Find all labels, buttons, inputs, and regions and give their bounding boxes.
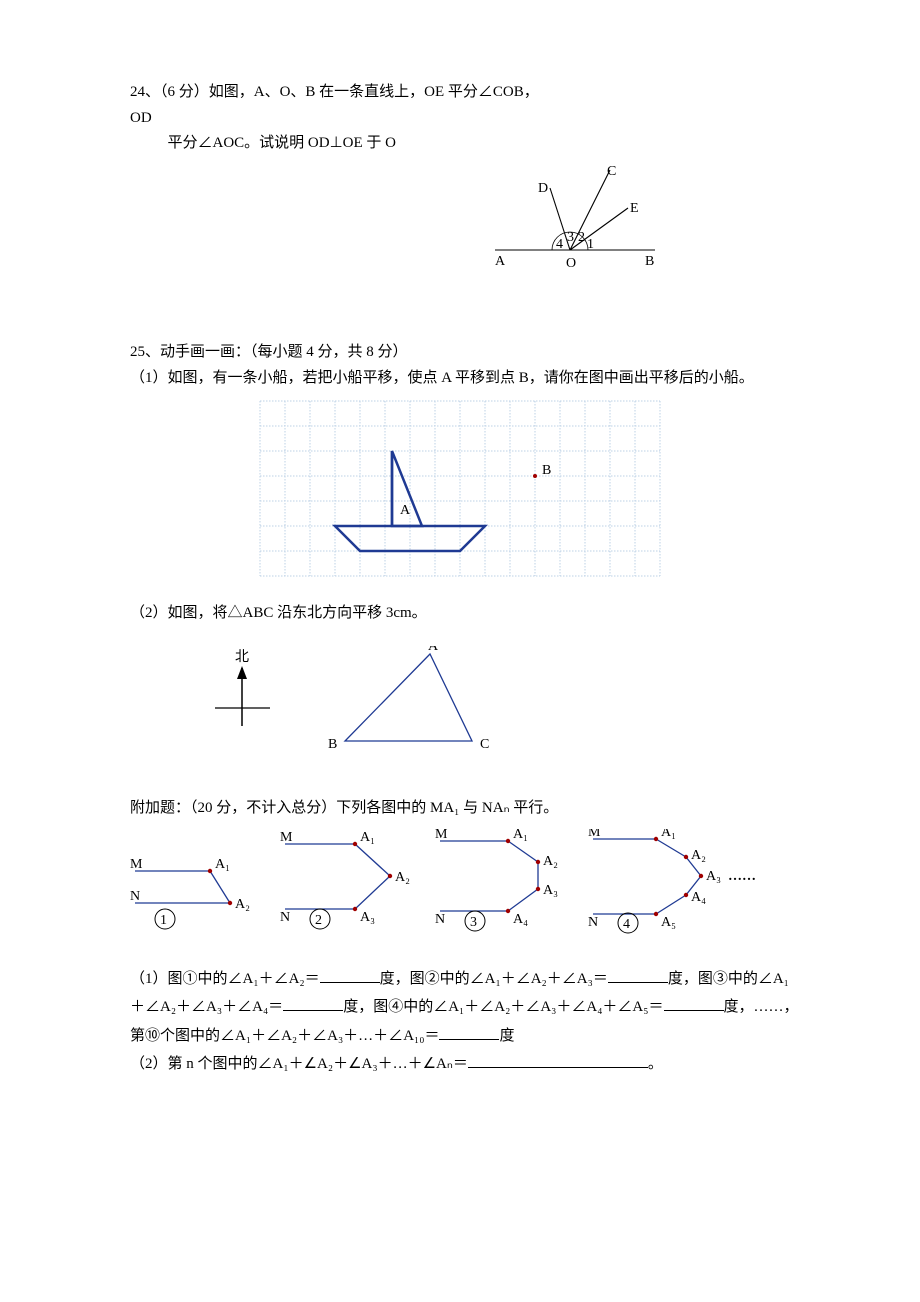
q24-line1: 24、（6 分）如图，A、O、B 在一条直线上，OE 平分∠COB，OD: [130, 84, 539, 126]
boat-figure: A B: [250, 396, 800, 591]
blank-2[interactable]: [608, 964, 668, 983]
triangle-figure: 北 A B C: [200, 646, 800, 776]
svg-text:A₄: A₄: [513, 912, 528, 927]
q25-p2: （2）如图，将△ABC 沿东北方向平移 3cm。: [130, 601, 800, 627]
svg-text:N: N: [130, 889, 140, 904]
blank-4[interactable]: [664, 992, 724, 1011]
q24-line2: 平分∠AOC。试说明 OD⊥OE 于 O: [130, 131, 396, 157]
bonus-q2: （2）第 n 个图中的∠A₁＋∠A₂＋∠A₃＋…＋∠Aₙ＝ 。: [130, 1049, 800, 1078]
svg-text:A₄: A₄: [691, 890, 706, 905]
svg-text:……: ……: [728, 869, 756, 884]
boat-label-A: A: [400, 503, 411, 518]
svg-text:C: C: [607, 165, 616, 179]
q25-heading: 25、动手画一画：（每小题 4 分，共 8 分）: [130, 340, 800, 366]
compass-label: 北: [235, 649, 249, 665]
blank-1[interactable]: [320, 964, 380, 983]
svg-text:A₂: A₂: [691, 848, 706, 863]
bq2-s1: 。: [648, 1056, 663, 1072]
bonus-q1: （1）图①中的∠A₁＋∠A₂＝度，图②中的∠A₁＋∠A₂＋∠A₃＝度，图③中的∠…: [130, 964, 800, 1050]
blank-5[interactable]: [439, 1021, 499, 1040]
bq1-s1: 度，图②中的∠A₁＋∠A₂＋∠A₃＝: [380, 971, 608, 987]
svg-text:M: M: [588, 829, 601, 840]
svg-text:E: E: [630, 201, 639, 216]
svg-text:A: A: [428, 646, 439, 654]
boat-point-B: [533, 474, 537, 478]
svg-text:A₃: A₃: [543, 883, 558, 898]
bq2-s0: （2）第 n 个图中的∠A₁＋∠A₂＋∠A₃＋…＋∠Aₙ＝: [130, 1056, 468, 1072]
svg-text:M: M: [435, 829, 448, 842]
svg-text:C: C: [480, 737, 489, 752]
svg-text:D: D: [538, 181, 548, 196]
svg-text:A₃: A₃: [360, 910, 375, 925]
svg-text:A₁: A₁: [215, 857, 230, 872]
svg-text:A₃: A₃: [706, 869, 721, 884]
svg-text:A: A: [495, 254, 506, 269]
svg-text:A₁: A₁: [661, 829, 676, 840]
q24-text: 24、（6 分）如图，A、O、B 在一条直线上，OE 平分∠COB，OD 平分∠…: [130, 80, 540, 157]
blank-3[interactable]: [283, 992, 343, 1011]
svg-text:N: N: [588, 915, 598, 930]
svg-text:A₁: A₁: [360, 830, 375, 845]
svg-text:M: M: [130, 857, 143, 872]
svg-text:B: B: [645, 254, 654, 269]
svg-text:2: 2: [578, 230, 585, 245]
svg-text:A₂: A₂: [543, 854, 558, 869]
svg-text:N: N: [435, 912, 445, 927]
svg-text:3: 3: [567, 230, 574, 245]
svg-text:A₅: A₅: [661, 915, 676, 930]
svg-text:1: 1: [587, 237, 594, 252]
blank-6[interactable]: [468, 1049, 648, 1068]
svg-text:2: 2: [315, 913, 322, 928]
svg-text:A₂: A₂: [235, 897, 250, 912]
q25-p1: （1）如图，有一条小船，若把小船平移，使点 A 平移到点 B，请你在图中画出平移…: [130, 366, 800, 392]
bq1-s5: 度: [499, 1028, 514, 1044]
bonus-figures: M A₁ N A₂ 1 M A₁: [130, 829, 800, 954]
svg-text:M: M: [280, 830, 293, 845]
svg-text:A₁: A₁: [513, 829, 528, 842]
svg-text:4: 4: [556, 237, 563, 252]
svg-text:3: 3: [470, 915, 477, 930]
bq1-s0: （1）图①中的∠A₁＋∠A₂＝: [130, 971, 320, 987]
svg-text:N: N: [280, 910, 290, 925]
svg-text:A₂: A₂: [395, 870, 410, 885]
svg-text:4: 4: [623, 917, 630, 932]
svg-text:O: O: [566, 256, 576, 271]
q24-figure: A O B C D E 4 3 2 1: [490, 165, 660, 285]
svg-text:1: 1: [160, 913, 167, 928]
bq1-s3: 度，图④中的∠A₁＋∠A₂＋∠A₃＋∠A₄＋∠A₅＝: [343, 999, 663, 1015]
svg-text:B: B: [328, 737, 337, 752]
bonus-heading: 附加题：（20 分，不计入总分）下列各图中的 MA₁ 与 NAₙ 平行。: [130, 796, 800, 822]
boat-label-B: B: [542, 463, 551, 478]
